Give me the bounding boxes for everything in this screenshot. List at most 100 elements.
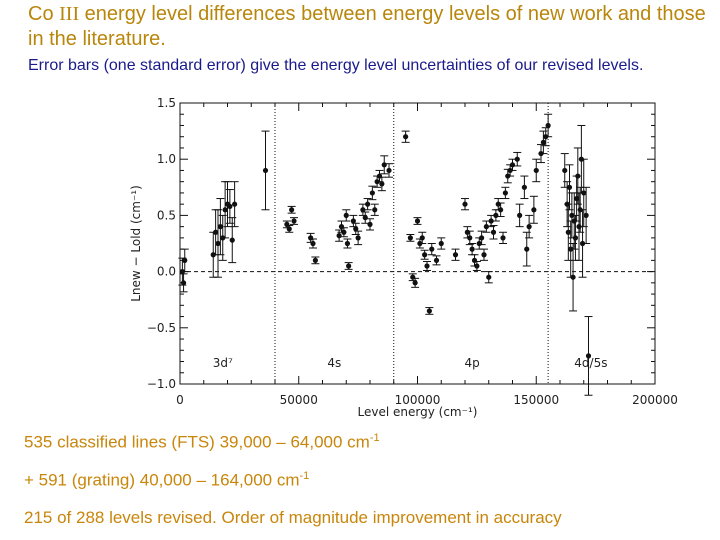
data-point [379, 181, 385, 187]
config-label: 4s [327, 356, 341, 370]
data-point [414, 218, 421, 224]
data-point [343, 212, 349, 218]
data-point [565, 229, 571, 235]
data-point [509, 162, 516, 168]
data-point [438, 240, 444, 247]
data-point [476, 240, 482, 247]
note-fts-sup: -1 [369, 432, 380, 444]
data-point [575, 173, 581, 179]
data-point [583, 212, 589, 218]
data-point [471, 257, 478, 263]
data-point [483, 224, 489, 230]
data-point [369, 190, 375, 196]
data-point [566, 184, 573, 190]
x-axis-label: Level energy (cm⁻¹) [358, 405, 478, 419]
data-point [479, 235, 485, 241]
data-point [308, 235, 314, 241]
note-fts-lines: 535 classified lines (FTS) 39,000 – 64,0… [24, 432, 380, 453]
x-tick-label: 0 [176, 393, 184, 407]
data-point [533, 167, 539, 174]
data-point [286, 226, 292, 232]
data-point [481, 252, 487, 258]
data-point [422, 252, 428, 258]
data-point [514, 156, 520, 162]
data-point [346, 263, 352, 269]
data-point [350, 218, 356, 224]
data-point [562, 167, 568, 174]
data-point [486, 274, 492, 280]
note-grating-lines: + 591 (grating) 40,000 – 164,000 cm-1 [24, 470, 309, 491]
data-point [574, 195, 580, 202]
note-fts-text: 535 classified lines (FTS) 39,000 – 64,0… [24, 432, 370, 452]
data-point [500, 235, 506, 241]
data-point [341, 229, 347, 235]
note-grating-sup: -1 [299, 470, 310, 482]
data-point [570, 274, 576, 280]
data-point [180, 280, 187, 286]
data-point [367, 221, 373, 227]
title-prefix: Co [28, 3, 60, 25]
data-point [386, 167, 392, 174]
title-rest: energy level differences between energy … [28, 3, 706, 50]
title-roman: III [59, 3, 80, 25]
data-point [289, 207, 295, 213]
data-point [338, 224, 345, 230]
data-point [540, 139, 546, 145]
data-point [229, 237, 235, 243]
data-point [312, 257, 318, 263]
data-point [407, 235, 413, 241]
data-point [490, 229, 497, 235]
data-point [467, 235, 473, 241]
plot-guides [180, 103, 655, 384]
data-point [362, 215, 368, 221]
data-point [531, 207, 537, 213]
data-point [182, 257, 188, 263]
data-point [424, 263, 430, 269]
data-point [353, 226, 359, 232]
data-point [462, 201, 468, 207]
config-label: 4p [464, 356, 479, 370]
data-point [585, 353, 592, 359]
data-point [433, 257, 440, 263]
data-point [495, 201, 501, 207]
data-point [403, 134, 409, 140]
data-point [217, 224, 223, 230]
note-grating-text: + 591 (grating) 40,000 – 164,000 cm [24, 470, 300, 490]
x-tick-label: 50000 [280, 393, 318, 407]
data-point [310, 240, 316, 247]
data-point [412, 280, 418, 286]
data-point [429, 246, 435, 252]
data-point [344, 240, 351, 247]
data-point [381, 162, 387, 168]
y-tick-label: −1.0 [147, 377, 176, 391]
y-tick-label: 0.0 [157, 265, 176, 279]
data-point [498, 207, 504, 213]
data-point [469, 246, 475, 252]
slide-subtitle: Error bars (one standard error) give the… [28, 57, 644, 74]
x-tick-label: 150000 [513, 393, 559, 407]
data-point [372, 207, 378, 213]
data-point [262, 167, 269, 174]
data-point [493, 212, 499, 218]
data-point [474, 263, 480, 269]
data-point [488, 218, 494, 224]
data-point [365, 201, 371, 207]
x-tick-label: 200000 [632, 393, 678, 407]
data-point [222, 207, 228, 213]
data-point [360, 207, 366, 213]
data-point [581, 190, 587, 196]
data-point [426, 308, 432, 314]
data-point [355, 235, 361, 241]
data-point [502, 190, 508, 196]
data-point [215, 240, 221, 247]
slide-title: Co III energy level differences between … [28, 2, 708, 52]
data-point [545, 122, 551, 129]
data-point [521, 184, 527, 190]
data-point [517, 212, 523, 218]
data-point [291, 218, 297, 224]
data-point [524, 246, 530, 252]
y-axis-label: Lnew − Lold (cm⁻¹) [129, 185, 143, 302]
note-levels-revised: 215 of 288 levels revised. Order of magn… [24, 508, 562, 527]
config-label: 3d⁷ [213, 356, 233, 370]
